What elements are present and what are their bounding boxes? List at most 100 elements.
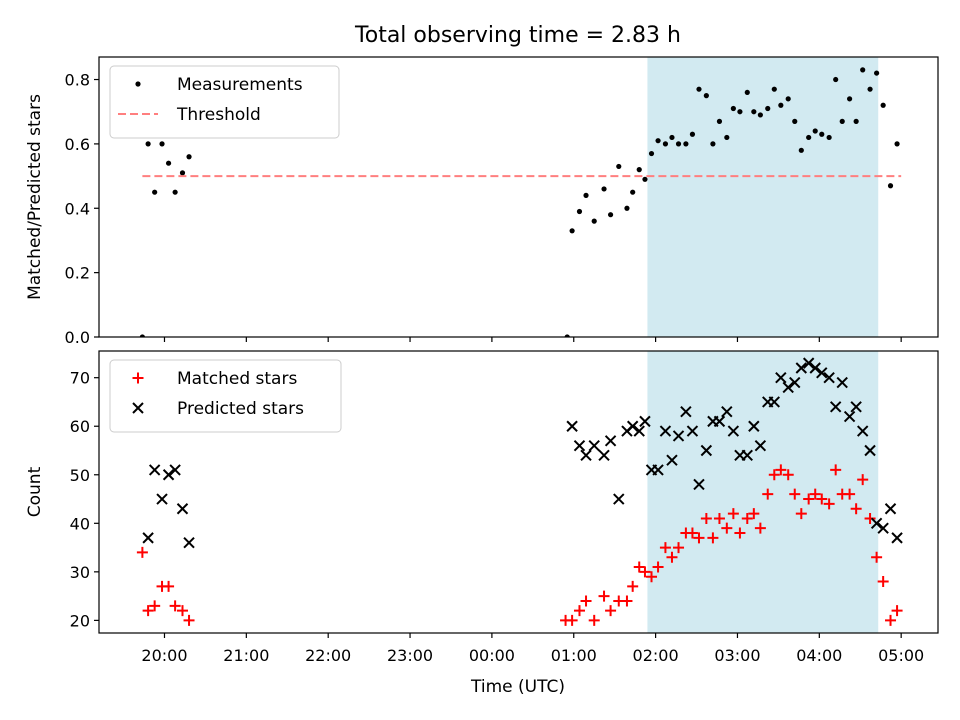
measurement-point bbox=[607, 212, 614, 218]
measurement-point bbox=[165, 160, 172, 166]
measurement-point bbox=[792, 118, 798, 124]
measurement-point bbox=[839, 118, 845, 124]
matched-star-point bbox=[741, 512, 753, 524]
predicted-star-point bbox=[156, 493, 168, 505]
measurement-point bbox=[683, 141, 689, 147]
matched-star-point bbox=[693, 532, 705, 544]
measurement-point bbox=[569, 228, 575, 234]
measurement-point bbox=[737, 109, 743, 115]
predicted-star-point bbox=[891, 532, 903, 544]
matched-star-point bbox=[809, 488, 821, 500]
predicted-star-point bbox=[809, 362, 821, 374]
legend: Measurements Threshold bbox=[109, 65, 340, 139]
predicted-star-point bbox=[142, 532, 154, 544]
predicted-star-point bbox=[183, 537, 195, 549]
predicted-star-point bbox=[713, 415, 726, 428]
legend-predicted-marker bbox=[132, 402, 144, 414]
x-tick-label: 04:00 bbox=[796, 646, 842, 665]
measurement-point bbox=[867, 86, 873, 92]
predicted-star-point bbox=[169, 464, 181, 476]
predicted-star-point bbox=[816, 367, 828, 379]
predicted-star-point bbox=[666, 454, 678, 466]
matched-star-point bbox=[850, 503, 862, 515]
matched-star-point bbox=[142, 605, 154, 617]
matched-star-point bbox=[748, 508, 760, 520]
y-tick-label: 50 bbox=[70, 466, 90, 485]
matched-star-point bbox=[700, 512, 712, 524]
predicted-star-point bbox=[700, 444, 713, 457]
predicted-star-point bbox=[782, 381, 794, 394]
predicted-star-point bbox=[148, 464, 161, 476]
measurement-point bbox=[139, 334, 145, 337]
x-tick-label: 00:00 bbox=[469, 646, 515, 665]
measurement-point bbox=[616, 163, 622, 170]
matched-star-point bbox=[795, 508, 807, 520]
predicted-star-point bbox=[672, 430, 685, 442]
measurement-point bbox=[826, 134, 832, 141]
x-axis-label: Time (UTC) bbox=[470, 677, 565, 697]
measurement-point bbox=[624, 205, 630, 211]
predicted-star-point bbox=[856, 425, 869, 437]
matched-star-point bbox=[673, 542, 685, 554]
matched-star-point bbox=[183, 614, 195, 626]
matched-star-point bbox=[713, 512, 725, 524]
plot-area bbox=[139, 57, 902, 337]
y-tick-label: 70 bbox=[70, 369, 90, 388]
predicted-star-point bbox=[659, 425, 672, 437]
predicted-star-point bbox=[633, 425, 645, 437]
measurement-point bbox=[887, 183, 894, 189]
y-tick-label: 0.6 bbox=[65, 135, 90, 154]
matched-star-point bbox=[864, 512, 876, 524]
predicted-star-point bbox=[693, 478, 705, 491]
measurement-point bbox=[145, 141, 151, 147]
predicted-star-point bbox=[775, 371, 787, 384]
measurement-point bbox=[778, 102, 784, 108]
matched-star-point bbox=[621, 595, 633, 607]
matched-star-point bbox=[149, 600, 161, 612]
measurement-point bbox=[806, 134, 812, 141]
predicted-star-point bbox=[741, 449, 753, 462]
matched-star-point bbox=[768, 469, 780, 481]
measurement-point bbox=[798, 147, 804, 153]
matched-star-point bbox=[598, 590, 610, 602]
matched-star-point bbox=[707, 532, 719, 544]
observing-window-shade bbox=[647, 351, 879, 633]
predicted-star-point bbox=[598, 449, 610, 462]
matched-star-point bbox=[588, 614, 600, 626]
predicted-star-point bbox=[802, 357, 815, 369]
matched-star-point bbox=[727, 508, 739, 520]
matched-star-point bbox=[782, 469, 794, 481]
y-tick-label: 20 bbox=[70, 611, 90, 630]
predicted-star-point bbox=[823, 371, 835, 384]
matched-star-point bbox=[754, 522, 766, 534]
x-tick-label: 02:00 bbox=[633, 646, 679, 665]
x-tick-label: 05:00 bbox=[878, 646, 924, 665]
matched-star-point bbox=[762, 488, 774, 500]
measurement-point bbox=[655, 138, 661, 144]
measurement-point bbox=[724, 134, 730, 141]
measurement-point bbox=[846, 96, 853, 102]
measurement-point bbox=[152, 189, 158, 195]
measurement-point bbox=[662, 141, 669, 147]
bottom-panel: 20 30 40 50 60 70 20:00 21:00 22:00 23:00 00:00 01:… bbox=[25, 350, 939, 665]
predicted-star-point bbox=[721, 405, 733, 418]
predicted-star-point bbox=[639, 415, 651, 428]
x-tick-label: 03:00 bbox=[714, 646, 760, 665]
legend-label: Measurements bbox=[177, 75, 303, 95]
matched-star-point bbox=[830, 464, 842, 476]
measurement-point bbox=[860, 67, 866, 73]
measurement-point bbox=[648, 150, 655, 157]
measurement-point bbox=[696, 86, 702, 92]
matched-star-point bbox=[823, 498, 835, 510]
measurement-point bbox=[642, 176, 648, 182]
measurement-point bbox=[771, 86, 777, 92]
predicted-star-point bbox=[162, 469, 175, 481]
measurement-point bbox=[757, 112, 763, 118]
matched-star-point bbox=[877, 576, 889, 588]
measurement-point bbox=[630, 189, 636, 195]
measurement-point bbox=[576, 208, 583, 215]
matched-star-point bbox=[136, 546, 148, 558]
predicted-star-point bbox=[829, 401, 842, 413]
matched-star-point bbox=[686, 527, 698, 539]
